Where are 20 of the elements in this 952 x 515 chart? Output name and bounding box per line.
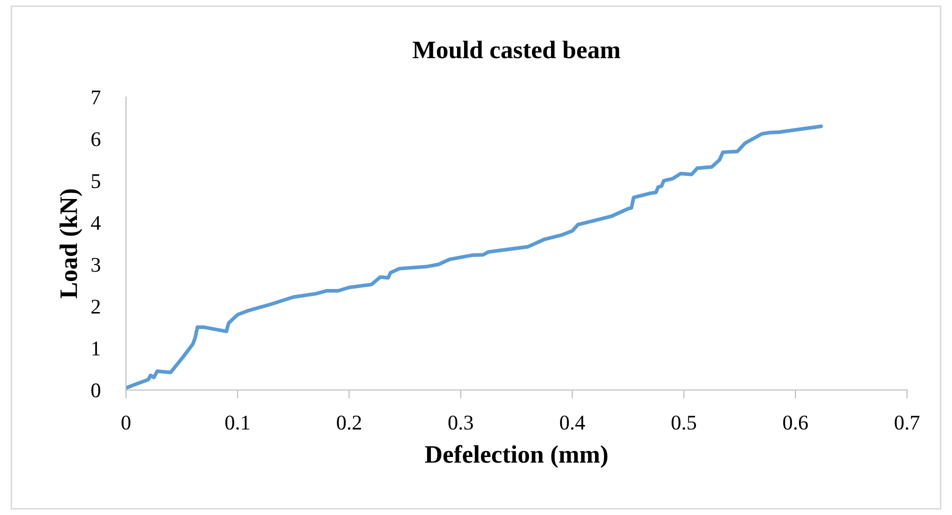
y-tick-label: 3	[92, 258, 100, 272]
chart-title: Mould casted beam	[412, 40, 620, 58]
y-tick-label: 2	[92, 300, 100, 314]
y-tick-label: 4	[90, 216, 101, 230]
x-tick-label: 0.1	[225, 416, 250, 430]
x-tick-label: 0.5	[672, 416, 696, 430]
y-tick-label: 7	[92, 90, 100, 104]
y-tick-label: 6	[91, 132, 100, 146]
x-tick-label: 0.2	[336, 416, 362, 430]
x-axis-title: Defelection (mm)	[424, 445, 608, 468]
x-tick-label: 0.7	[894, 416, 920, 430]
x-tick-label: 0.3	[448, 416, 473, 430]
x-tick-label: 0	[122, 416, 130, 430]
x-tick-label: 0.4	[560, 416, 585, 430]
y-tick-label: 1	[92, 342, 100, 356]
x-tick-label: 0.6	[783, 416, 808, 430]
y-tick-label: 5	[92, 174, 100, 188]
y-tick-label: 0	[91, 383, 100, 398]
y-axis-title: Load (kN)	[60, 189, 82, 298]
line-series	[126, 124, 823, 390]
